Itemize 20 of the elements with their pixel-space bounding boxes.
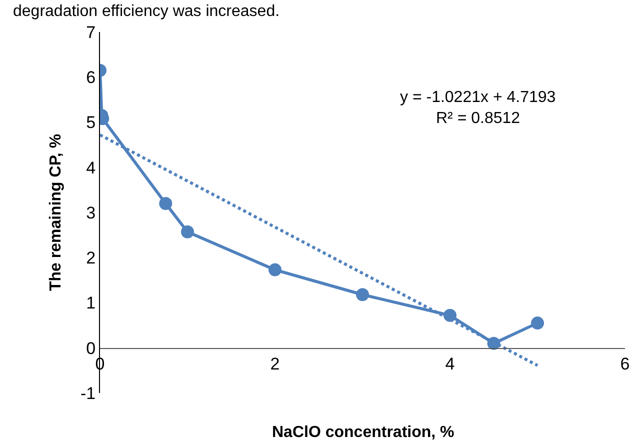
text: degradation efficiency was increased. bbox=[13, 3, 280, 20]
y-tick-label: 1 bbox=[86, 294, 96, 313]
y-tick-label: 5 bbox=[86, 113, 96, 132]
annotation: y = -1.0221x + 4.7193 bbox=[400, 89, 556, 106]
y-tick-label: 6 bbox=[86, 68, 96, 88]
y-tick-label: 4 bbox=[86, 158, 96, 178]
x-tick-label: 2 bbox=[270, 354, 280, 374]
y-tick-label: -1 bbox=[80, 384, 96, 403]
point bbox=[268, 263, 282, 276]
y-tick-label: 0 bbox=[86, 338, 96, 358]
annotation: R² = 0.8512 bbox=[436, 110, 520, 127]
point bbox=[356, 288, 369, 302]
point bbox=[531, 316, 544, 330]
y-axis-title: The remaining CP, % bbox=[47, 134, 64, 292]
x-tick-label: 6 bbox=[620, 354, 630, 374]
x-axis-title: NaClO concentration, % bbox=[272, 424, 454, 441]
y-tick-label: 7 bbox=[86, 22, 96, 42]
y-tick-label: 2 bbox=[86, 248, 96, 268]
y-tick-label: 3 bbox=[86, 203, 96, 222]
x-tick-label: 4 bbox=[445, 354, 455, 374]
